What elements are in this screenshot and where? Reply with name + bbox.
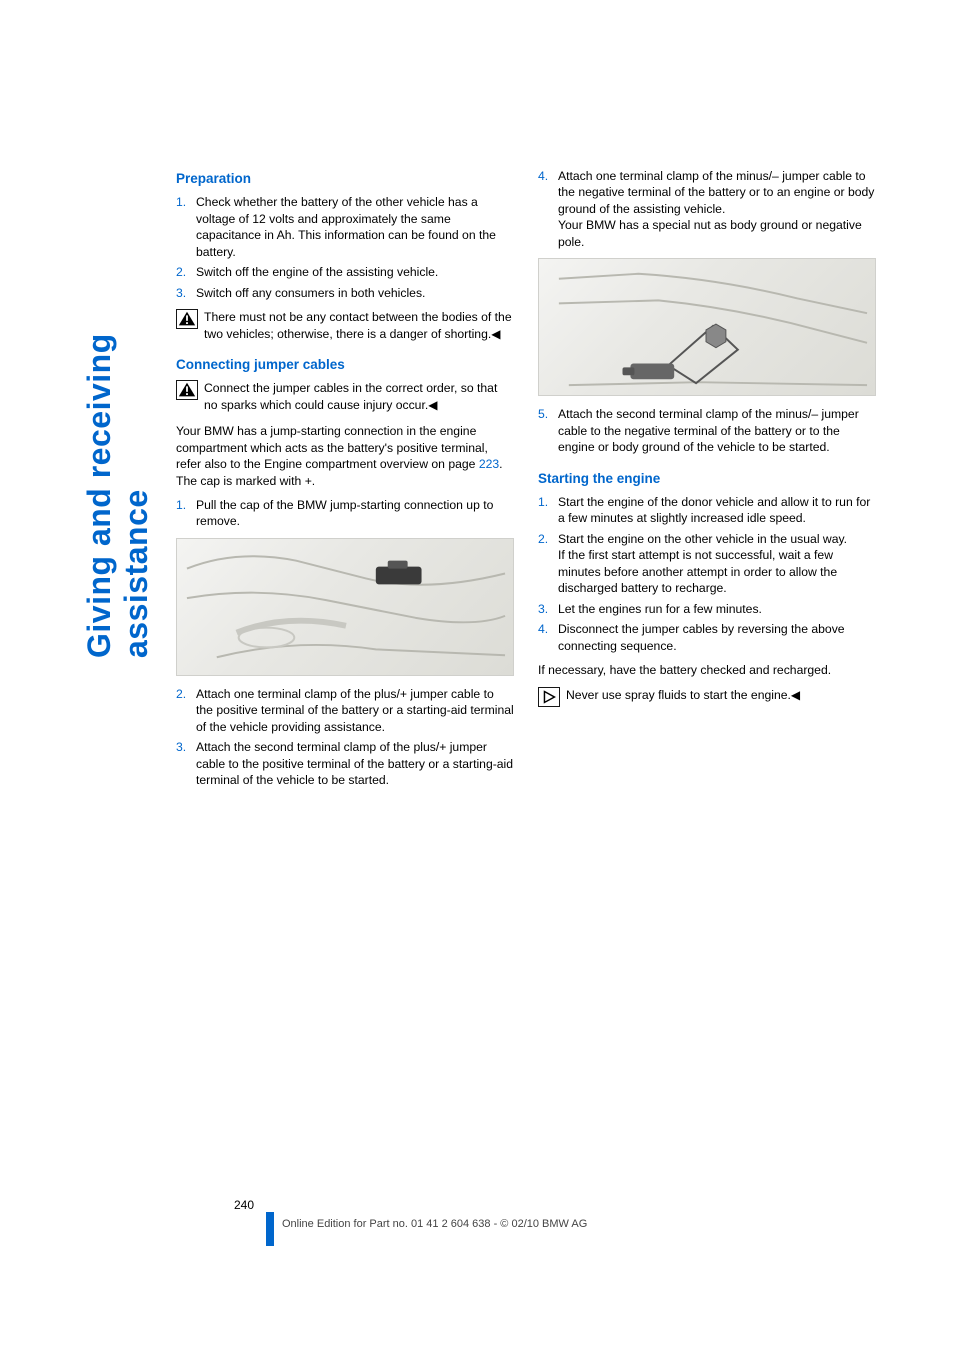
- figure-jump-start-cap: [176, 538, 514, 676]
- paragraph-text: Your BMW has a jump-starting connection …: [176, 424, 488, 471]
- connecting-list-right: 4. Attach one terminal clamp of the minu…: [538, 168, 876, 250]
- list-item: 3. Attach the second terminal clamp of t…: [176, 739, 514, 788]
- list-item: 4. Attach one terminal clamp of the minu…: [538, 168, 876, 250]
- list-item: 1. Check whether the battery of the othe…: [176, 194, 514, 260]
- page-accent-bar: [266, 1212, 274, 1246]
- connecting-list-right-2: 5. Attach the second terminal clamp of t…: [538, 406, 876, 455]
- list-text: Pull the cap of the BMW jump-starting co…: [196, 497, 514, 530]
- page-number: 240: [234, 1198, 254, 1212]
- list-number: 4.: [538, 621, 558, 654]
- list-item: 2. Attach one terminal clamp of the plus…: [176, 686, 514, 735]
- section-side-tab: Giving and receiving assistance: [96, 168, 140, 658]
- list-item: 1. Start the engine of the donor vehicle…: [538, 494, 876, 527]
- connecting-list: 1. Pull the cap of the BMW jump-starting…: [176, 497, 514, 530]
- left-column: Preparation 1. Check whether the battery…: [176, 168, 514, 797]
- list-number: 3.: [538, 601, 558, 617]
- list-text-part: Start the engine on the other vehicle in…: [558, 532, 847, 546]
- connecting-list-cont: 2. Attach one terminal clamp of the plus…: [176, 686, 514, 789]
- list-item: 5. Attach the second terminal clamp of t…: [538, 406, 876, 455]
- list-text: Attach one terminal clamp of the plus/+ …: [196, 686, 514, 735]
- list-number: 2.: [176, 264, 196, 280]
- list-number: 1.: [176, 497, 196, 530]
- list-text: Start the engine on the other vehicle in…: [558, 531, 876, 597]
- list-text: Let the engines run for a few minutes.: [558, 601, 876, 617]
- footer-text: Online Edition for Part no. 01 41 2 604 …: [282, 1218, 587, 1230]
- list-text: Start the engine of the donor vehicle an…: [558, 494, 876, 527]
- figure-body-ground-nut: [538, 258, 876, 396]
- heading-connecting: Connecting jumper cables: [176, 356, 514, 374]
- heading-starting: Starting the engine: [538, 470, 876, 488]
- list-number: 1.: [538, 494, 558, 527]
- list-number: 2.: [538, 531, 558, 597]
- page-content: Preparation 1. Check whether the battery…: [176, 168, 876, 797]
- list-text-part: Attach one terminal clamp of the minus/–…: [558, 169, 874, 216]
- preparation-list: 1. Check whether the battery of the othe…: [176, 194, 514, 301]
- starting-list: 1. Start the engine of the donor vehicle…: [538, 494, 876, 654]
- warning-icon: [176, 380, 204, 404]
- list-number: 1.: [176, 194, 196, 260]
- list-item: 3. Let the engines run for a few minutes…: [538, 601, 876, 617]
- list-text-part: Your BMW has a special nut as body groun…: [558, 218, 862, 248]
- warning-callout: Connect the jumper cables in the correct…: [176, 380, 514, 413]
- list-number: 2.: [176, 686, 196, 735]
- list-text: Switch off the engine of the assisting v…: [196, 264, 514, 280]
- info-icon: [538, 687, 566, 711]
- list-item: 4. Disconnect the jumper cables by rever…: [538, 621, 876, 654]
- list-text: Check whether the battery of the other v…: [196, 194, 514, 260]
- warning-callout: There must not be any contact between th…: [176, 309, 514, 342]
- list-text-part: If the first start attempt is not succes…: [558, 548, 837, 595]
- list-item: 1. Pull the cap of the BMW jump-starting…: [176, 497, 514, 530]
- info-callout: Never use spray fluids to start the engi…: [538, 687, 876, 711]
- list-number: 3.: [176, 285, 196, 301]
- list-item: 2. Start the engine on the other vehicle…: [538, 531, 876, 597]
- warning-text: There must not be any contact between th…: [204, 310, 512, 340]
- page-xref[interactable]: 223: [479, 457, 499, 471]
- list-text: Switch off any consumers in both vehicle…: [196, 285, 514, 301]
- list-number: 4.: [538, 168, 558, 250]
- paragraph: If necessary, have the battery checked a…: [538, 662, 876, 678]
- list-number: 5.: [538, 406, 558, 455]
- list-number: 3.: [176, 739, 196, 788]
- list-text: Disconnect the jumper cables by reversin…: [558, 621, 876, 654]
- warning-text: Connect the jumper cables in the correct…: [204, 381, 497, 411]
- list-text: Attach the second terminal clamp of the …: [558, 406, 876, 455]
- list-item: 2. Switch off the engine of the assistin…: [176, 264, 514, 280]
- list-item: 3. Switch off any consumers in both vehi…: [176, 285, 514, 301]
- info-text: Never use spray fluids to start the engi…: [566, 687, 876, 703]
- right-column: 4. Attach one terminal clamp of the minu…: [538, 168, 876, 797]
- heading-preparation: Preparation: [176, 170, 514, 188]
- list-text: Attach the second terminal clamp of the …: [196, 739, 514, 788]
- list-text: Attach one terminal clamp of the minus/–…: [558, 168, 876, 250]
- warning-icon: [176, 309, 204, 333]
- paragraph: Your BMW has a jump-starting connection …: [176, 423, 514, 489]
